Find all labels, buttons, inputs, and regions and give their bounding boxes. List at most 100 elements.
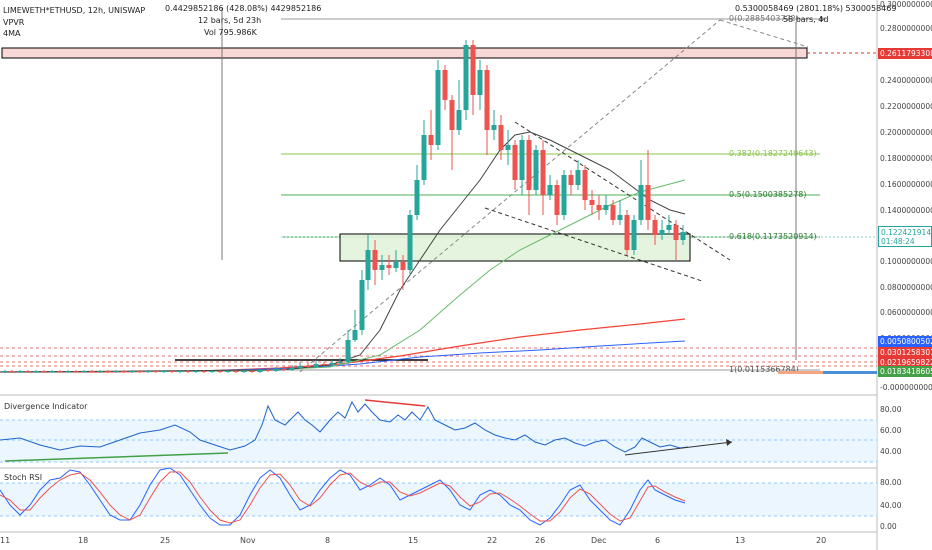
candle-body bbox=[193, 371, 199, 372]
candle-body bbox=[177, 371, 183, 372]
time-tick: 11 bbox=[0, 536, 11, 545]
price-tick: 0.1800000000 bbox=[880, 154, 932, 163]
candle-body bbox=[153, 371, 159, 372]
candle-body bbox=[617, 215, 623, 220]
divergence-title[interactable]: Divergence Indicator bbox=[4, 402, 88, 411]
price-tick: 0.2400000000 bbox=[880, 76, 932, 85]
candle-body bbox=[372, 250, 378, 270]
stoch-title[interactable]: Stoch RSI bbox=[4, 473, 43, 482]
time-tick: 26 bbox=[535, 536, 546, 545]
price-tick: 0.1000000000 bbox=[880, 257, 932, 266]
candle-body bbox=[596, 205, 602, 210]
measure-top-line1: 0.4429852186 (428.08%) 4429852186 bbox=[165, 4, 322, 13]
candle-body bbox=[533, 150, 539, 190]
time-tick: Nov bbox=[240, 536, 256, 545]
candle-body bbox=[81, 371, 87, 372]
candle-body bbox=[359, 280, 365, 330]
price-tick: 0.3000000000 bbox=[880, 0, 932, 9]
candle-body bbox=[365, 250, 371, 280]
candle-body bbox=[645, 185, 651, 220]
candle-body bbox=[329, 363, 335, 365]
candle-body bbox=[519, 140, 525, 180]
candle-body bbox=[666, 225, 672, 230]
candle-body bbox=[41, 371, 47, 372]
candle-body bbox=[121, 371, 127, 372]
candle-body bbox=[652, 220, 658, 235]
ma-blue bbox=[0, 340, 686, 373]
time-tick: 18 bbox=[78, 536, 89, 545]
candle-body bbox=[505, 145, 511, 150]
candle-body bbox=[582, 170, 588, 200]
candle-body bbox=[17, 371, 23, 372]
price-tick: 0.0800000000 bbox=[880, 283, 932, 292]
candle-body bbox=[209, 371, 215, 372]
candle-body bbox=[568, 175, 574, 185]
candle-body bbox=[113, 371, 119, 372]
candle-body bbox=[631, 220, 637, 250]
indicator-4ma[interactable]: 4MA bbox=[3, 29, 21, 38]
candle-body bbox=[379, 265, 385, 270]
stoch-axis-0: 0.00 bbox=[880, 522, 897, 531]
price-tick: 0.1400000000 bbox=[880, 206, 932, 215]
candle-body bbox=[386, 265, 392, 268]
stoch-k bbox=[0, 467, 686, 526]
div-axis-60: 60.00 bbox=[880, 426, 902, 435]
candle-body bbox=[540, 150, 546, 195]
candle-body bbox=[169, 371, 175, 372]
candle-body bbox=[400, 262, 406, 270]
measure-right-line1: 0.5300058469 (2801.18%) 5300058469 bbox=[735, 4, 897, 13]
candle-body bbox=[498, 125, 504, 150]
candle-body bbox=[393, 262, 399, 268]
candle-body bbox=[659, 230, 665, 235]
candle-body bbox=[2, 371, 8, 372]
candle-body bbox=[225, 371, 231, 372]
time-tick: 6 bbox=[655, 536, 661, 545]
price-tick: 0.1600000000 bbox=[880, 180, 932, 189]
price-tick: 0.2800000000 bbox=[880, 24, 932, 33]
measure-right-line2: 58 bars, 4d bbox=[783, 15, 829, 24]
candle-body bbox=[547, 185, 553, 195]
candle-body bbox=[449, 100, 455, 130]
stoch-axis-80: 80.00 bbox=[880, 478, 902, 487]
candle-body bbox=[442, 70, 448, 100]
candle-body bbox=[575, 170, 581, 185]
support-zone bbox=[339, 233, 691, 262]
candle-body bbox=[57, 371, 63, 372]
indicator-vpvr[interactable]: VPVR bbox=[3, 18, 25, 27]
candle-body bbox=[680, 232, 686, 240]
candle-body bbox=[49, 371, 55, 372]
ma-green bbox=[0, 179, 686, 373]
fib-382-label: 0.382(0.1827249643) bbox=[729, 149, 817, 158]
candle-body bbox=[145, 371, 151, 372]
candle-body bbox=[610, 205, 616, 220]
candle-body bbox=[477, 70, 483, 95]
stoch-d bbox=[0, 471, 686, 524]
candle-body bbox=[624, 215, 630, 250]
candle-body bbox=[273, 369, 279, 371]
candle-body bbox=[345, 340, 351, 362]
candle-body bbox=[313, 364, 319, 367]
candle-body bbox=[9, 371, 15, 372]
candle-body bbox=[73, 371, 79, 372]
candle-body bbox=[421, 135, 427, 180]
candle-body bbox=[484, 70, 490, 130]
symbol-title: LIMEWETH*ETHUSD, 12h, UNISWAP bbox=[3, 6, 146, 15]
ma2-price-box: 0.0301258301 bbox=[878, 347, 932, 358]
candle-body bbox=[470, 45, 476, 95]
divergence-line bbox=[0, 400, 689, 453]
candle-body bbox=[281, 369, 287, 370]
time-tick: 15 bbox=[408, 536, 419, 545]
vpvr-bar-1 bbox=[778, 371, 823, 374]
time-tick: Dec bbox=[591, 536, 607, 545]
candle-body bbox=[407, 215, 413, 270]
candle-body bbox=[65, 371, 71, 372]
candle-body bbox=[456, 110, 462, 130]
candle-body bbox=[265, 370, 271, 371]
candle-body bbox=[352, 330, 358, 340]
candle-body bbox=[589, 200, 595, 205]
price-tick: 0.2000000000 bbox=[880, 128, 932, 137]
candle-body bbox=[673, 225, 679, 240]
candle-body bbox=[129, 371, 135, 372]
candle-body bbox=[241, 371, 247, 372]
